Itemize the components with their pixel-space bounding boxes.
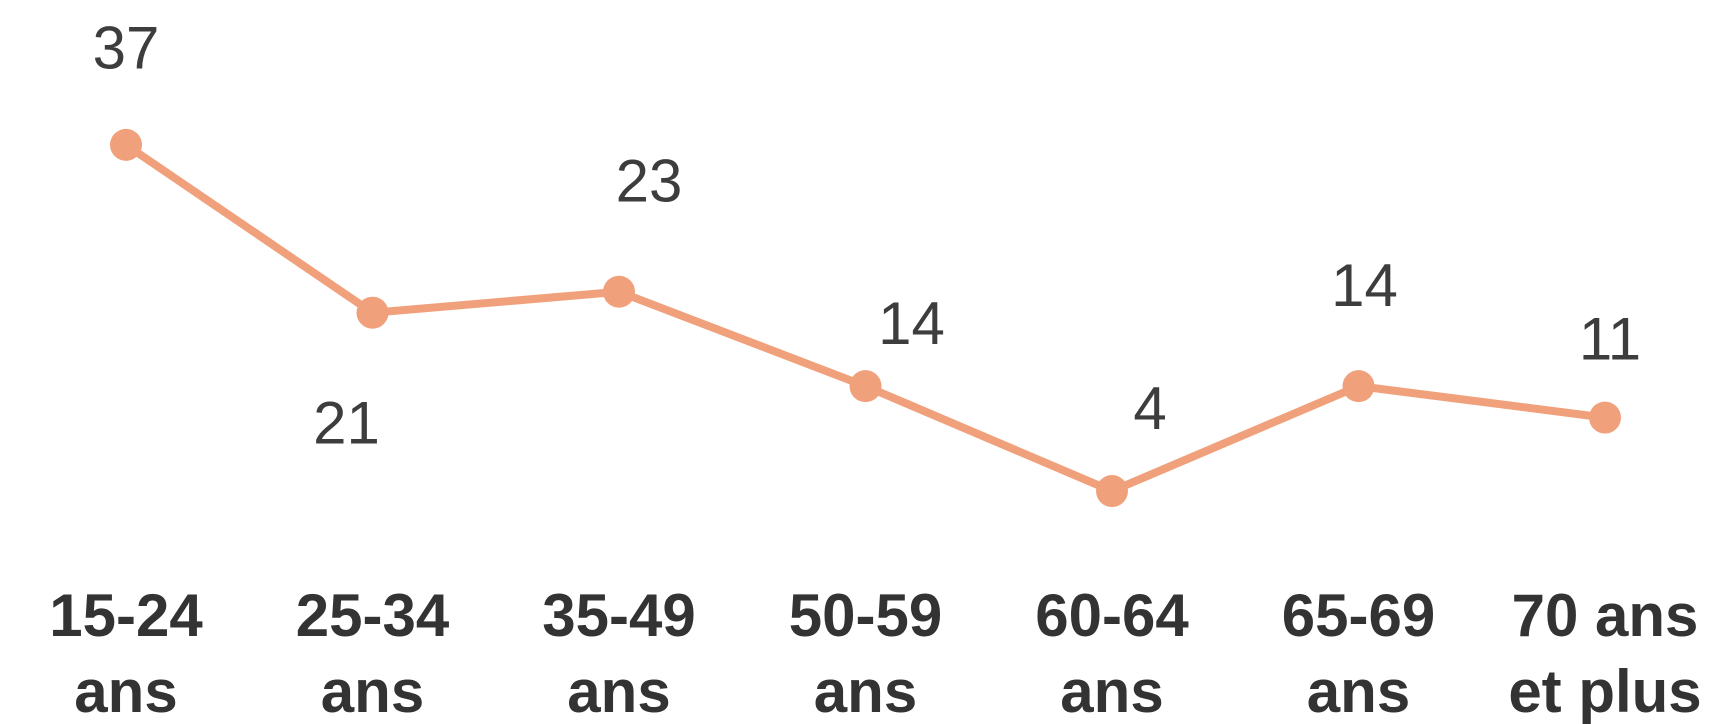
point	[1342, 370, 1375, 403]
value-label: 37	[93, 15, 160, 82]
point	[849, 370, 882, 403]
value-label: 14	[1331, 252, 1398, 319]
point	[603, 275, 635, 308]
point	[1096, 475, 1128, 508]
x-tick-label: 65-69 ans	[1281, 582, 1436, 724]
value-label: 4	[1133, 375, 1166, 442]
value-label: 14	[878, 290, 945, 357]
x-tick-label: 60-64 ans	[1035, 582, 1189, 724]
point	[356, 296, 389, 329]
value-label: 11	[1579, 305, 1641, 372]
x-tick-label: 25-34 ans	[295, 582, 450, 724]
x-tick-label: 70 ans et plus	[1508, 582, 1702, 724]
x-tick-label: 50-59 ans	[788, 582, 943, 724]
point	[1589, 401, 1621, 434]
value-label: 23	[616, 148, 683, 215]
point	[110, 128, 142, 161]
x-tick-label: 15-24 ans	[49, 582, 203, 724]
value-label: 21	[313, 390, 380, 457]
x-tick-label: 35-49 ans	[542, 582, 696, 724]
